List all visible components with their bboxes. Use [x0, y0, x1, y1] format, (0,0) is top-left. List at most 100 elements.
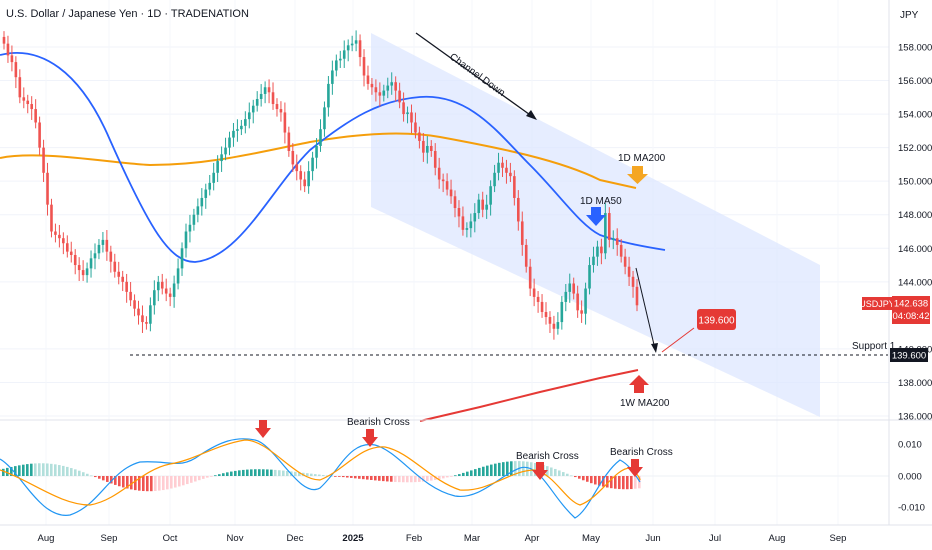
candle-body	[66, 243, 69, 252]
candle-body	[331, 70, 334, 84]
time-tick-label: Sep	[830, 533, 847, 544]
candle-body	[346, 45, 350, 51]
time-tick-label: Jun	[645, 533, 660, 544]
macd-bar	[402, 476, 405, 483]
macd-bar	[62, 465, 65, 476]
candle-body	[240, 125, 243, 130]
macd-bar	[482, 466, 485, 476]
macd-bar	[626, 476, 629, 490]
macd-bar	[186, 476, 189, 485]
candle-body	[117, 271, 121, 277]
candle-body	[390, 82, 394, 86]
candle-body	[386, 85, 390, 91]
macd-bar	[82, 472, 85, 476]
candle-body	[414, 122, 417, 133]
candle-body	[180, 248, 184, 269]
candle-body	[287, 132, 291, 151]
macd-bar	[490, 464, 493, 476]
signal-line	[0, 439, 641, 506]
candle-body	[133, 300, 136, 309]
time-tick-label: Nov	[227, 533, 244, 544]
macd-bar	[410, 476, 413, 483]
symbol-badge	[862, 297, 892, 310]
support-price-badge	[890, 348, 928, 362]
chart-title: U.S. Dollar / Japanese Yen · 1D · TRADEN…	[6, 8, 249, 20]
candle-body	[192, 214, 196, 225]
candles	[2, 30, 639, 340]
candle-body	[588, 265, 591, 289]
macd-bar	[250, 469, 253, 476]
candle-body	[422, 140, 425, 153]
candle-body	[30, 104, 33, 110]
macd-bar	[210, 476, 213, 477]
candle-body	[544, 312, 548, 318]
channel-arrow	[415, 32, 537, 120]
macd-bar	[262, 469, 265, 476]
candle-body	[335, 60, 338, 71]
macd-bar	[306, 473, 309, 476]
macd-bar	[310, 473, 313, 476]
candle-body	[176, 268, 180, 284]
candle-body	[513, 176, 516, 198]
price-tick-label: 154.000	[898, 110, 932, 121]
candle-body	[283, 112, 287, 133]
candle-body	[350, 43, 354, 46]
candle-body	[536, 296, 540, 302]
macd-bar	[550, 467, 553, 476]
macd-tick-label: -0.010	[898, 503, 925, 514]
macd-bar	[150, 476, 153, 492]
bearish-cross-arrow-2	[362, 429, 378, 447]
candle-body	[362, 57, 366, 76]
candle-body	[2, 36, 6, 44]
macd-bar	[350, 476, 353, 478]
candle-body	[520, 221, 524, 245]
candle-body	[291, 150, 295, 165]
macd-bar	[342, 476, 345, 478]
ma50-1d-line	[0, 52, 666, 263]
macd-bar	[566, 473, 569, 476]
macd-bar	[442, 476, 445, 479]
candle-body	[129, 291, 132, 301]
macd-bar	[2, 468, 5, 476]
macd-bar	[142, 476, 145, 492]
macd-bar	[430, 476, 433, 481]
projection-arrow	[635, 267, 658, 353]
candle-body	[196, 206, 200, 215]
candle-body	[208, 182, 212, 190]
candle-body	[453, 196, 457, 209]
bearish-cross-arrow-1	[255, 420, 271, 438]
macd-bar	[314, 474, 317, 476]
candle-body	[477, 199, 481, 214]
macd-bar	[190, 476, 193, 483]
macd-bar	[110, 476, 113, 484]
macd-bar	[122, 476, 125, 488]
macd-bar	[166, 476, 169, 490]
candle-body	[568, 283, 572, 292]
macd-bar	[470, 470, 473, 476]
macd-bar	[390, 476, 393, 482]
macd-bar	[398, 476, 401, 483]
candle-body	[489, 186, 492, 205]
candle-body	[263, 87, 267, 94]
ma200-1w-arrow	[629, 375, 649, 393]
candle-body	[449, 189, 453, 197]
candle-body	[608, 213, 611, 240]
support-price-value: 139.600	[892, 351, 926, 362]
candle-body	[58, 234, 61, 239]
macd-bar	[526, 461, 529, 476]
macd-bar	[22, 464, 25, 476]
macd-bar	[162, 476, 165, 491]
candle-body	[54, 231, 57, 235]
macd-bar	[114, 476, 117, 485]
time-tick-label: 2025	[342, 533, 364, 544]
candle-body	[22, 97, 26, 101]
macd-bar	[158, 476, 161, 491]
macd-bar	[370, 476, 373, 480]
macd-bar	[58, 465, 61, 476]
macd-bar	[422, 476, 425, 482]
candle-body	[18, 77, 22, 98]
candle-body	[584, 288, 587, 314]
last-price-value: 142.638	[894, 299, 928, 310]
candle-body	[619, 244, 623, 257]
